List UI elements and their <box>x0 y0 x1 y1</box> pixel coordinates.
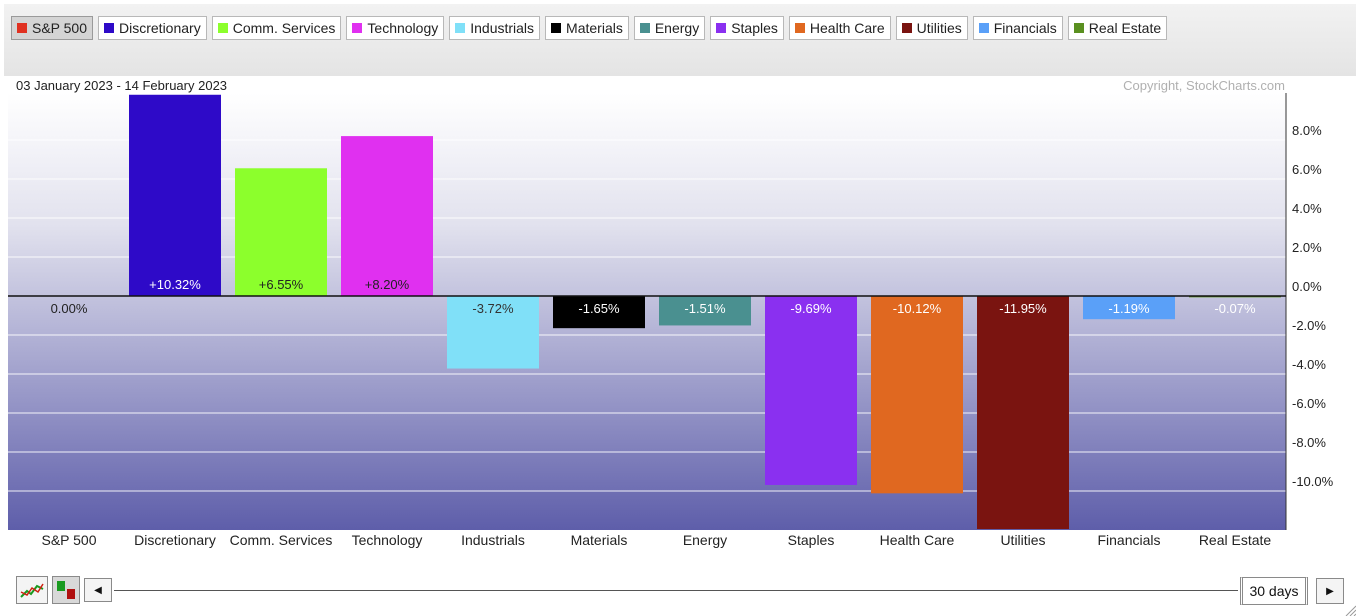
x-category-label: S&P 500 <box>41 532 96 548</box>
chart-area: 8.0% 6.0% 4.0% 2.0% 0.0% -2.0% -4.0% -6.0% -8.0%… <box>4 76 1356 566</box>
x-category-label: Industrials <box>461 532 525 548</box>
bar-value-label: -11.95% <box>999 301 1047 316</box>
legend-item-industrials[interactable]: Industrials <box>449 16 541 40</box>
bar-value-label: -1.65% <box>578 301 620 316</box>
legend-label: Health Care <box>809 20 885 36</box>
legend-label: Staples <box>731 20 778 36</box>
bar-value-label: -10.12% <box>893 301 942 316</box>
legend-label: Materials <box>566 20 623 36</box>
bar-discretionary <box>129 94 221 296</box>
top-toolbar: S&P 500 Discretionary Comm. Services Techno… <box>4 4 1356 76</box>
bar-energy <box>659 296 751 326</box>
legend-swatch <box>978 23 989 33</box>
performance-bar-chart: 8.0% 6.0% 4.0% 2.0% 0.0% -2.0% -4.0% -6.0% -8.0%… <box>8 78 1334 548</box>
bar-value-label: -3.72% <box>472 301 514 316</box>
y-tick-label: -8.0% <box>1292 435 1326 450</box>
legend-swatch <box>794 23 805 33</box>
legend-label: Energy <box>654 20 700 36</box>
x-category-label: Utilities <box>1000 532 1045 548</box>
bar-chart-icon <box>57 581 75 599</box>
legend-label: Discretionary <box>119 20 201 36</box>
bar-value-label: +8.20% <box>365 277 410 292</box>
y-tick-label: 6.0% <box>1292 162 1322 177</box>
legend-item-technology[interactable]: Technology <box>346 16 445 40</box>
legend-swatch <box>716 23 727 33</box>
bottom-controls: ◀ 30 days ▶ <box>4 566 1356 616</box>
legend-label: Industrials <box>470 20 535 36</box>
x-category-label: Real Estate <box>1199 532 1272 548</box>
bar-health-care <box>871 296 963 494</box>
resize-grip-icon[interactable] <box>1344 604 1356 616</box>
x-category-label: Energy <box>683 532 727 548</box>
legend-label: Comm. Services <box>232 20 336 36</box>
bar-value-label: 0.00% <box>51 301 88 316</box>
legend-item-materials[interactable]: Materials <box>545 16 629 40</box>
y-tick-label: -6.0% <box>1292 396 1326 411</box>
legend-item-discretionary[interactable]: Discretionary <box>98 16 207 40</box>
triangle-left-icon: ◀ <box>94 584 102 596</box>
legend-item-s-p-500[interactable]: S&P 500 <box>11 16 94 40</box>
x-category-label: Materials <box>571 532 628 548</box>
scroll-right-button[interactable]: ▶ <box>1316 578 1344 604</box>
line-chart-toggle-button[interactable] <box>16 576 48 604</box>
legend-label: Financials <box>993 20 1057 36</box>
legend-swatch <box>901 23 912 33</box>
bar-chart-toggle-button[interactable] <box>52 576 80 604</box>
legend-item-staples[interactable]: Staples <box>710 16 784 40</box>
bar-value-label: -1.51% <box>684 301 726 316</box>
scroll-left-button[interactable]: ◀ <box>84 578 112 602</box>
y-tick-label: 4.0% <box>1292 201 1322 216</box>
bar-technology <box>341 136 433 296</box>
legend-label: S&P 500 <box>32 20 88 36</box>
x-category-label: Health Care <box>880 532 955 548</box>
triangle-right-icon: ▶ <box>1326 585 1334 597</box>
legend-swatch <box>551 23 562 33</box>
date-range-slider[interactable] <box>114 590 1238 591</box>
bar-value-label: +10.32% <box>149 277 201 292</box>
y-tick-label: 8.0% <box>1292 123 1322 138</box>
legend-item-health-care[interactable]: Health Care <box>788 16 891 40</box>
legend-swatch <box>1073 23 1084 33</box>
legend-item-financials[interactable]: Financials <box>972 16 1063 40</box>
legend-swatch <box>17 23 27 33</box>
legend-swatch <box>217 23 228 33</box>
bar-value-label: -0.07% <box>1214 301 1256 316</box>
x-category-label: Staples <box>788 532 835 548</box>
legend-item-utilities[interactable]: Utilities <box>895 16 968 40</box>
legend-label: Real Estate <box>1088 20 1162 36</box>
bar-financials <box>1083 296 1175 320</box>
x-category-label: Technology <box>352 532 423 548</box>
legend-swatch <box>352 23 363 33</box>
y-tick-label: -4.0% <box>1292 357 1326 372</box>
x-category-label: Financials <box>1097 532 1160 548</box>
copyright-label: Copyright, StockCharts.com <box>1123 78 1285 93</box>
legend-swatch <box>639 23 650 33</box>
legend-item-comm-services[interactable]: Comm. Services <box>211 16 342 40</box>
y-tick-label: -2.0% <box>1292 318 1326 333</box>
x-category-label: Discretionary <box>134 532 216 548</box>
bar-materials <box>553 296 645 329</box>
bar-utilities <box>977 296 1069 530</box>
y-tick-label: 0.0% <box>1292 279 1322 294</box>
range-length-label[interactable]: 30 days <box>1240 577 1308 605</box>
bar-staples <box>765 296 857 485</box>
date-range-label: 03 January 2023 - 14 February 2023 <box>16 78 227 93</box>
legend-label: Technology <box>367 20 439 36</box>
legend-item-real-estate[interactable]: Real Estate <box>1067 16 1168 40</box>
x-category-label: Comm. Services <box>230 532 333 548</box>
bar-industrials <box>447 296 539 369</box>
legend-swatch <box>104 23 115 33</box>
bar-value-label: -9.69% <box>790 301 832 316</box>
legend-label: Utilities <box>916 20 962 36</box>
legend-swatch <box>455 23 466 33</box>
legend-item-energy[interactable]: Energy <box>633 16 706 40</box>
sector-legend: S&P 500 Discretionary Comm. Services Techno… <box>11 16 1168 40</box>
bar-value-label: +6.55% <box>259 277 304 292</box>
line-chart-icon <box>20 583 44 598</box>
y-tick-label: -10.0% <box>1292 474 1334 489</box>
bar-comm-services <box>235 168 327 296</box>
y-tick-label: 2.0% <box>1292 240 1322 255</box>
bar-value-label: -1.19% <box>1108 301 1150 316</box>
